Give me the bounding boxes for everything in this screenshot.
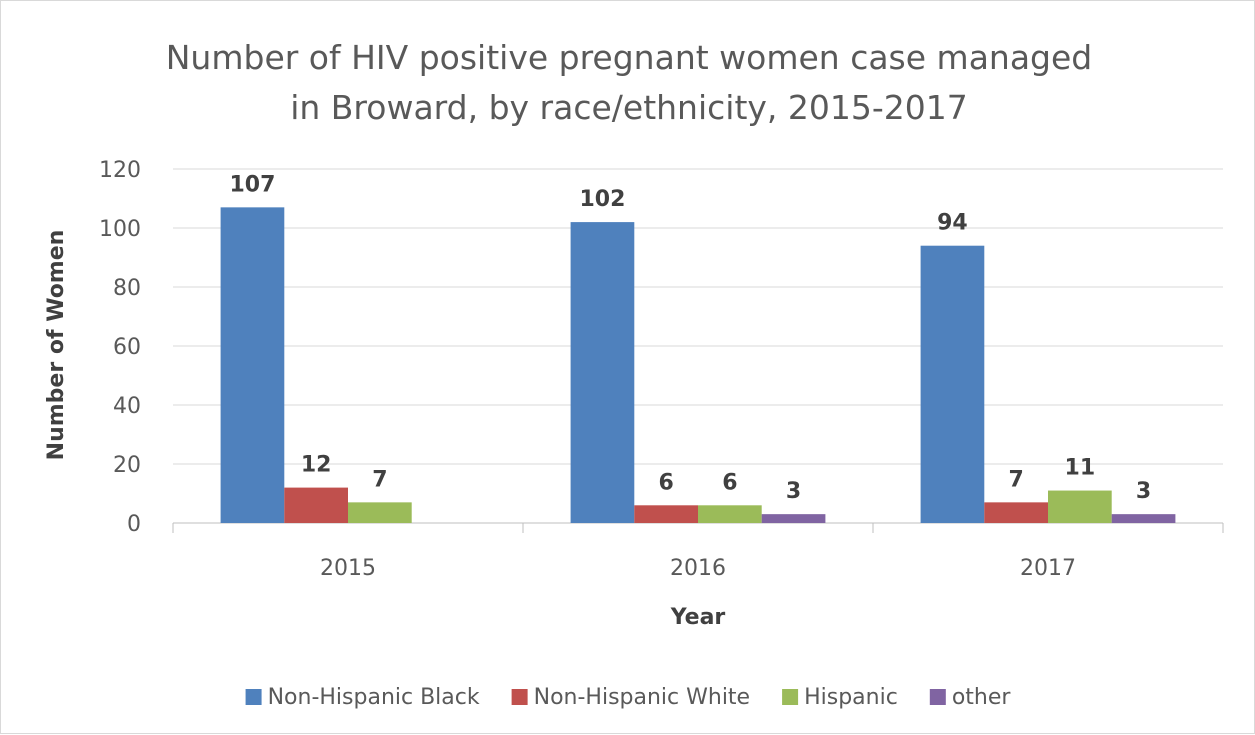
bar — [284, 487, 348, 523]
bar — [698, 505, 762, 523]
bar — [634, 505, 698, 523]
bar — [570, 222, 635, 523]
legend-label: other — [952, 685, 1012, 710]
legend-swatch — [511, 689, 528, 705]
legend-label: Non-Hispanic White — [534, 685, 750, 710]
data-label: 102 — [579, 187, 625, 212]
data-label: 6 — [722, 470, 737, 495]
bars — [220, 207, 1176, 523]
x-tick-label: 2015 — [320, 556, 376, 581]
y-tick-label: 60 — [113, 335, 141, 360]
data-label: 6 — [658, 470, 673, 495]
bar — [920, 245, 985, 523]
bar — [984, 502, 1048, 523]
bar — [761, 514, 826, 523]
bar — [1048, 490, 1112, 523]
data-label: 3 — [786, 479, 801, 504]
data-label: 11 — [1065, 456, 1096, 481]
data-label: 107 — [229, 172, 275, 197]
chart-title-line-2: in Broward, by race/ethnicity, 2015-2017 — [290, 88, 968, 127]
y-axis-title: Number of Women — [44, 230, 69, 461]
y-tick-label: 0 — [127, 512, 141, 537]
legend: Non-Hispanic Black Non-Hispanic White Hisp… — [245, 685, 1012, 710]
legend-label: Non-Hispanic Black — [268, 685, 480, 710]
bar — [348, 502, 412, 523]
legend-label: Hispanic — [804, 685, 898, 710]
legend-swatch — [929, 689, 946, 705]
legend-swatch — [245, 689, 262, 705]
y-tick-label: 40 — [113, 394, 141, 419]
data-label: 7 — [372, 467, 387, 492]
data-labels: 107 12 7 102 6 6 3 94 7 11 3 — [229, 172, 1151, 504]
x-tick-label: 2017 — [1020, 556, 1076, 581]
x-tick-label: 2016 — [670, 556, 726, 581]
x-axis-title: Year — [670, 605, 726, 630]
y-tick-label: 20 — [113, 453, 141, 478]
data-label: 3 — [1136, 479, 1151, 504]
bar — [220, 207, 285, 523]
legend-swatch — [782, 689, 799, 705]
data-label: 94 — [937, 211, 968, 236]
y-tick-label: 120 — [99, 158, 141, 183]
x-axis-ticks: 2015 2016 2017 — [320, 556, 1076, 581]
data-label: 7 — [1008, 467, 1023, 492]
y-tick-label: 100 — [99, 217, 141, 242]
bar — [1111, 514, 1176, 523]
y-tick-label: 80 — [113, 276, 141, 301]
chart-title-line-1: Number of HIV positive pregnant women ca… — [166, 38, 1093, 77]
data-label: 12 — [301, 453, 332, 478]
y-axis-ticks: 0 20 40 60 80 100 120 — [99, 158, 141, 537]
